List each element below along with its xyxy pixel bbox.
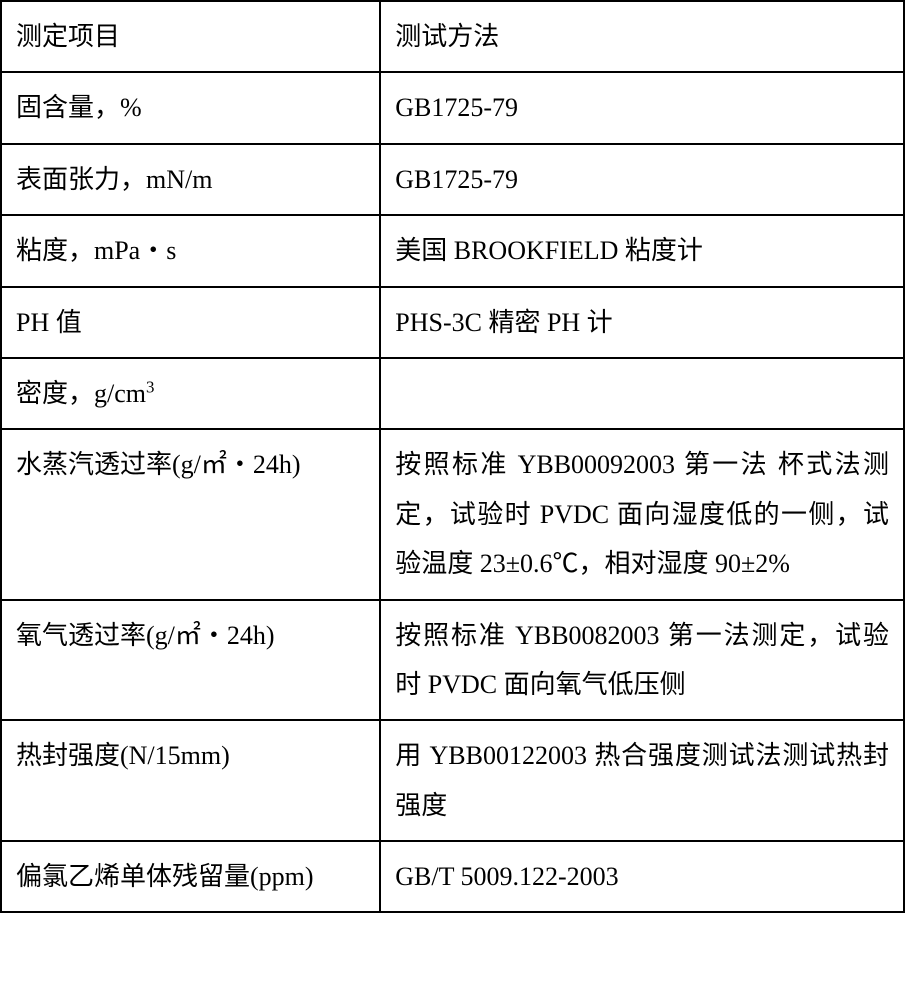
table-row: 偏氯乙烯单体残留量(ppm) GB/T 5009.122-2003: [1, 841, 904, 912]
cell-method: PHS-3C 精密 PH 计: [380, 287, 904, 358]
cell-item: 水蒸汽透过率(g/㎡・24h): [1, 429, 380, 599]
cell-method: 用 YBB00122003 热合强度测试法测试热封强度: [380, 720, 904, 841]
cell-item: PH 值: [1, 287, 380, 358]
table-row: 固含量，% GB1725-79: [1, 72, 904, 143]
cell-item: 粘度，mPa・s: [1, 215, 380, 286]
table-row: 粘度，mPa・s 美国 BROOKFIELD 粘度计: [1, 215, 904, 286]
cell-item: 偏氯乙烯单体残留量(ppm): [1, 841, 380, 912]
table-row: 水蒸汽透过率(g/㎡・24h) 按照标准 YBB00092003 第一法 杯式法…: [1, 429, 904, 599]
cell-method: 按照标准 YBB0082003 第一法测定，试验时 PVDC 面向氧气低压侧: [380, 600, 904, 721]
cell-item: 氧气透过率(g/㎡・24h): [1, 600, 380, 721]
header-method: 测试方法: [380, 1, 904, 72]
table-header-row: 测定项目 测试方法: [1, 1, 904, 72]
table-row: 表面张力，mN/m GB1725-79: [1, 144, 904, 215]
table-row: 密度，g/cm3: [1, 358, 904, 429]
methods-table-container: 测定项目 测试方法 固含量，% GB1725-79 表面张力，mN/m GB17…: [0, 0, 905, 1000]
cell-item: 热封强度(N/15mm): [1, 720, 380, 841]
table-row: PH 值 PHS-3C 精密 PH 计: [1, 287, 904, 358]
cell-method: GB1725-79: [380, 72, 904, 143]
cell-item: 表面张力，mN/m: [1, 144, 380, 215]
header-item: 测定项目: [1, 1, 380, 72]
cell-method: 美国 BROOKFIELD 粘度计: [380, 215, 904, 286]
cell-item: 密度，g/cm3: [1, 358, 380, 429]
cell-item: 固含量，%: [1, 72, 380, 143]
cell-method: GB/T 5009.122-2003: [380, 841, 904, 912]
cell-method: [380, 358, 904, 429]
table-row: 氧气透过率(g/㎡・24h) 按照标准 YBB0082003 第一法测定，试验时…: [1, 600, 904, 721]
table-row: 热封强度(N/15mm) 用 YBB00122003 热合强度测试法测试热封强度: [1, 720, 904, 841]
cell-method: GB1725-79: [380, 144, 904, 215]
cell-method: 按照标准 YBB00092003 第一法 杯式法测定，试验时 PVDC 面向湿度…: [380, 429, 904, 599]
methods-table: 测定项目 测试方法 固含量，% GB1725-79 表面张力，mN/m GB17…: [0, 0, 905, 913]
